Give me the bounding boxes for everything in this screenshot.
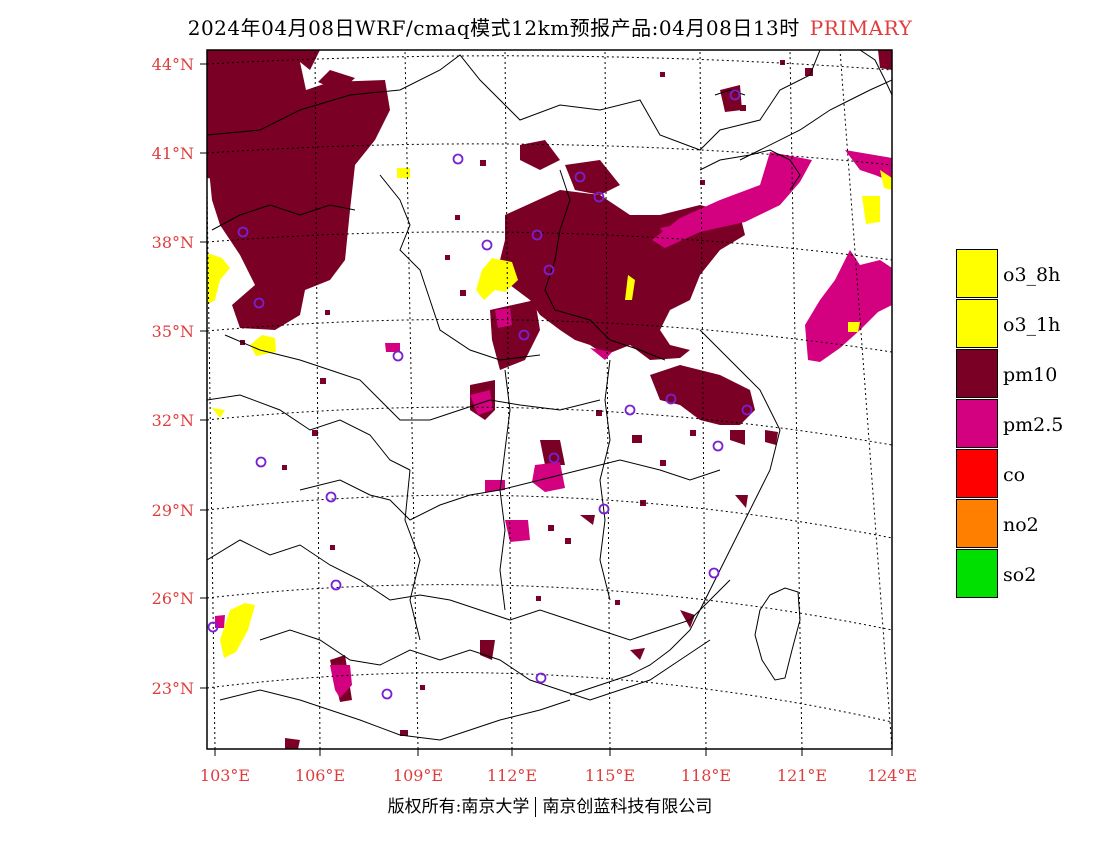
boundaries	[207, 50, 892, 741]
legend-swatch-pm25	[956, 399, 998, 448]
legend-swatch-o3-8h	[956, 249, 998, 298]
lon-label: 124°E	[866, 766, 918, 785]
legend-label-no2: no2	[1003, 514, 1039, 536]
pollutant-tag: PRIMARY	[809, 16, 913, 40]
station-markers	[207, 89, 753, 700]
legend-swatch-pm10	[956, 349, 998, 398]
credit-line: 版权所有:南京大学 南京创蓝科技有限公司	[0, 792, 1100, 817]
map-title: 2024年04月08日WRF/cmaq模式12km预报产品:04月08日13时	[187, 16, 800, 40]
credit-separator	[535, 797, 537, 817]
lon-label: 103°E	[199, 766, 251, 785]
pm10-areas	[207, 50, 892, 749]
lat-label: 29°N	[151, 501, 194, 520]
lat-label: 44°N	[151, 55, 194, 74]
o3-areas	[207, 168, 892, 658]
legend-swatch-so2	[956, 549, 998, 598]
lat-label: 26°N	[151, 589, 194, 608]
lat-label: 23°N	[151, 679, 194, 698]
lon-label: 121°E	[776, 766, 828, 785]
legend-label-pm10: pm10	[1003, 364, 1058, 386]
legend-label-so2: so2	[1003, 564, 1037, 586]
axis-ticks	[200, 63, 893, 756]
legend-swatch-no2	[956, 499, 998, 548]
lon-label: 115°E	[584, 766, 636, 785]
credit-company: 南京创蓝科技有限公司	[542, 797, 713, 817]
lat-label: 41°N	[151, 144, 194, 163]
lon-label: 118°E	[680, 766, 732, 785]
lon-label: 109°E	[392, 766, 444, 785]
lon-label: 112°E	[486, 766, 538, 785]
lat-label: 35°N	[151, 322, 194, 341]
legend-swatch-co	[956, 449, 998, 498]
legend-label-co: co	[1003, 464, 1026, 486]
graticule	[207, 50, 892, 749]
title-row: 2024年04月08日WRF/cmaq模式12km预报产品:04月08日13时 P…	[0, 12, 1100, 41]
legend-label-o3-8h: o3_8h	[1003, 264, 1061, 286]
credit-university: 版权所有:南京大学	[387, 797, 530, 817]
legend-swatch-o3-1h	[956, 299, 998, 348]
legend-label-o3-1h: o3_1h	[1003, 314, 1061, 336]
lon-label: 106°E	[294, 766, 346, 785]
lat-label: 38°N	[151, 233, 194, 252]
map-frame	[206, 49, 893, 750]
lat-label: 32°N	[151, 411, 194, 430]
legend-label-pm25: pm2.5	[1003, 414, 1064, 436]
